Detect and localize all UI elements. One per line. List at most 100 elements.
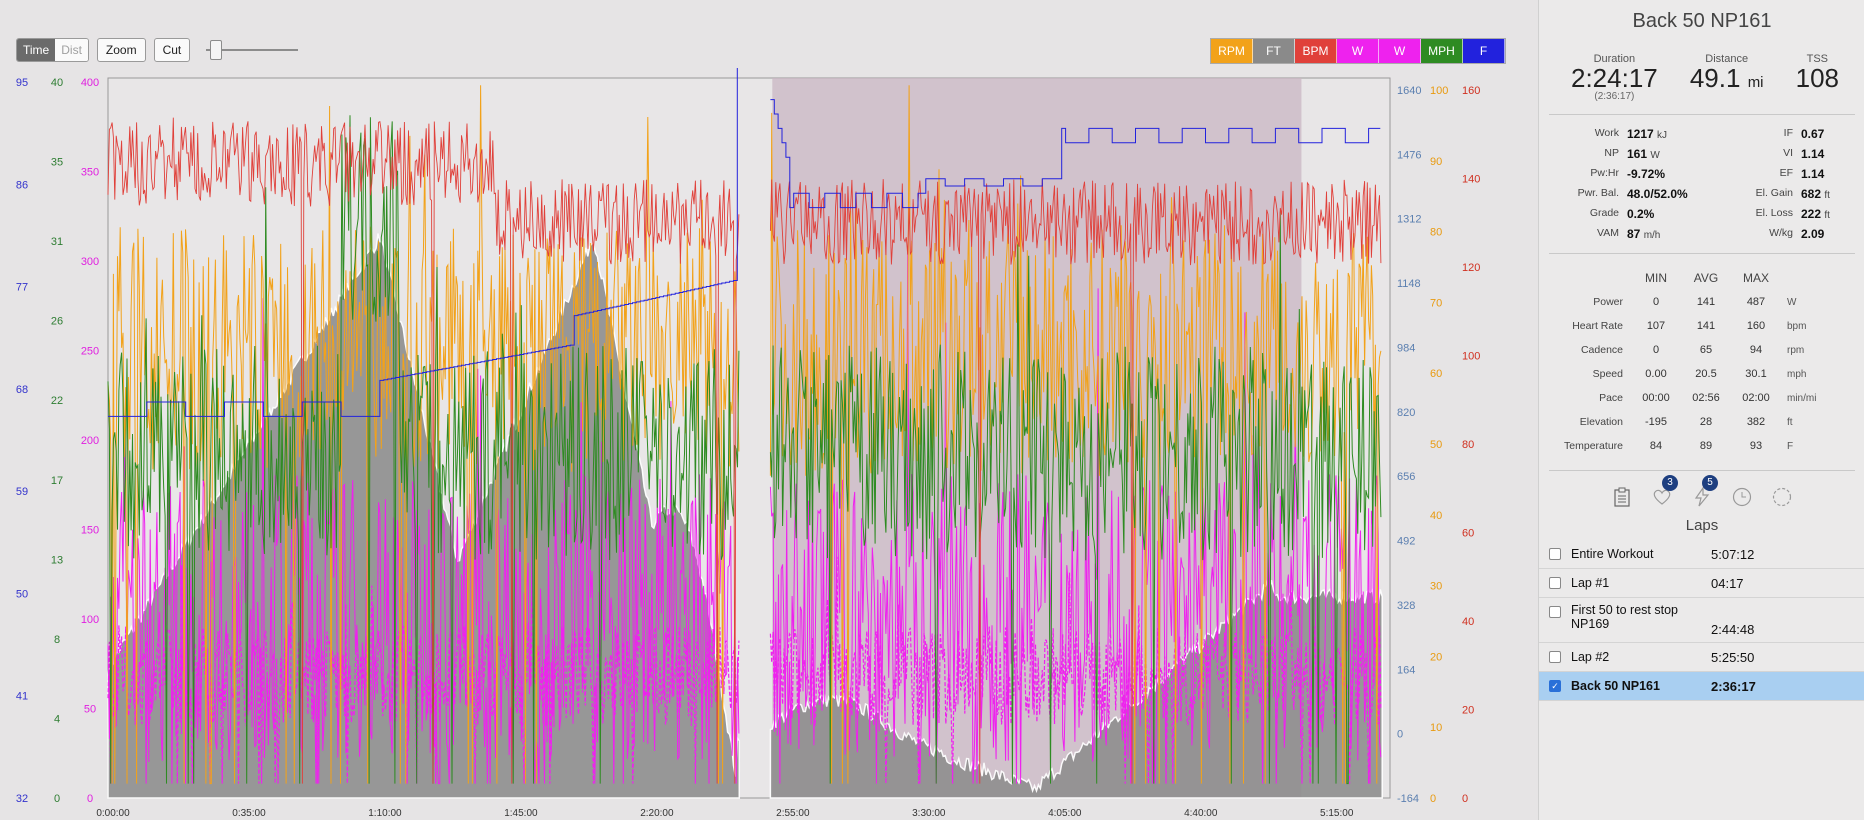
time-toggle-button[interactable]: Time bbox=[17, 39, 56, 61]
lap-name: First 50 to rest stop NP169 bbox=[1571, 603, 1678, 631]
lap-row[interactable]: Entire Workout 5:07:12 bbox=[1539, 540, 1864, 569]
stats-row: Speed 0.00 20.5 30.1 mph bbox=[1551, 362, 1831, 386]
metric-unit: m/h bbox=[1643, 230, 1661, 241]
metric-label-text: Work bbox=[1594, 127, 1619, 139]
axis-tick-rpm: 60 bbox=[1430, 368, 1442, 380]
lap-checkbox[interactable]: ✓ bbox=[1549, 680, 1561, 692]
metric-label: VI bbox=[1725, 147, 1801, 161]
lap-checkbox[interactable] bbox=[1549, 651, 1561, 663]
dist-toggle-button[interactable]: Dist bbox=[55, 39, 88, 61]
cut-button[interactable]: Cut bbox=[153, 38, 191, 62]
lightning-icon[interactable]: 5 bbox=[1692, 475, 1718, 507]
lap-row[interactable]: Lap #2 5:25:50 bbox=[1539, 643, 1864, 672]
metric-label-text: NP bbox=[1604, 147, 1619, 159]
stats-max: 160 bbox=[1746, 320, 1766, 332]
stats-name: Power bbox=[1593, 296, 1623, 308]
metric-label-text: Pwr. Bal. bbox=[1577, 187, 1619, 199]
heart-icon[interactable]: 3 bbox=[1652, 475, 1678, 507]
stats-unit: rpm bbox=[1787, 344, 1805, 356]
legend-mph[interactable]: MPH bbox=[1421, 39, 1463, 63]
legend-f[interactable]: F bbox=[1463, 39, 1505, 63]
stats-name: Heart Rate bbox=[1572, 320, 1623, 332]
axis-tick-bpm: 140 bbox=[1462, 174, 1480, 186]
legend-w2[interactable]: W bbox=[1379, 39, 1421, 63]
lap-name: Back 50 NP161 bbox=[1571, 679, 1660, 693]
lap-row[interactable]: First 50 to rest stop NP169 2:44:48 bbox=[1539, 598, 1864, 643]
axis-tick-rpm: 0 bbox=[1430, 793, 1436, 805]
stats-row: Pace 00:00 02:56 02:00 min/mi bbox=[1551, 386, 1831, 410]
stats-min: 00:00 bbox=[1642, 392, 1670, 404]
x-tick-label: 3:30:00 bbox=[912, 808, 946, 819]
legend-rpm[interactable]: RPM bbox=[1211, 39, 1253, 63]
axis-tick-rpm: 80 bbox=[1430, 227, 1442, 239]
dashed-circle-icon[interactable] bbox=[1772, 487, 1792, 507]
metric-value: 87 m/h bbox=[1627, 227, 1725, 241]
zoom-slider-track bbox=[206, 49, 299, 51]
speed-series-1 bbox=[769, 211, 1382, 785]
metric-label-text: W/kg bbox=[1769, 227, 1793, 239]
stats-table: MIN AVG MAX Power 0 141 487 W Heart Rate 107 141 16… bbox=[1551, 266, 1831, 458]
axis-tick-mph: 26 bbox=[51, 316, 63, 328]
axis-tick-ft: 328 bbox=[1397, 600, 1415, 612]
metric-value: 222 ft bbox=[1801, 207, 1861, 221]
zoom-slider-thumb[interactable] bbox=[210, 40, 223, 60]
axis-tick-bpm: 160 bbox=[1462, 85, 1480, 97]
clipboard-icon[interactable] bbox=[1612, 487, 1632, 507]
lap-time: 5:25:50 bbox=[1711, 649, 1755, 665]
lap-row[interactable]: Lap #1 04:17 bbox=[1539, 569, 1864, 598]
metric-value-text: 2.09 bbox=[1801, 227, 1825, 241]
lap-checkbox[interactable] bbox=[1549, 577, 1561, 589]
axis-tick-w: 350 bbox=[81, 167, 99, 179]
legend-w1[interactable]: W bbox=[1337, 39, 1379, 63]
x-tick-label: 2:55:00 bbox=[776, 808, 810, 819]
power-series-0 bbox=[107, 298, 740, 785]
zoom-slider[interactable] bbox=[206, 40, 299, 60]
lap-row[interactable]: ✓ Back 50 NP161 2:36:17 bbox=[1539, 672, 1864, 701]
axis-tick-f: 50 bbox=[16, 588, 28, 600]
axis-tick-w: 400 bbox=[81, 77, 99, 89]
axis-tick-bpm: 100 bbox=[1462, 351, 1480, 363]
panel-tabs: 3 5 bbox=[1539, 475, 1864, 507]
lap-checkbox[interactable] bbox=[1549, 606, 1561, 618]
workout-chart[interactable]: 9586776859504132403531262217138404003503… bbox=[0, 68, 1540, 820]
metric-value-text: 1217 bbox=[1627, 127, 1654, 141]
distance-stat: Distance 49.1 mi bbox=[1690, 53, 1764, 102]
stats-min: 0 bbox=[1652, 344, 1660, 356]
metric-label-text: VI bbox=[1783, 147, 1793, 159]
legend-bpm[interactable]: BPM bbox=[1295, 39, 1337, 63]
metric-label-text: El. Gain bbox=[1755, 187, 1793, 199]
x-tick-label: 2:20:00 bbox=[640, 808, 674, 819]
duration-value: 2:24:17 bbox=[1571, 63, 1658, 93]
x-tick-label: 0:35:00 bbox=[232, 808, 266, 819]
divider bbox=[1549, 470, 1855, 471]
x-tick-label: 5:15:00 bbox=[1320, 808, 1354, 819]
distance-label: Distance bbox=[1705, 53, 1749, 65]
legend-ft[interactable]: FT bbox=[1253, 39, 1295, 63]
duration-label: Duration bbox=[1593, 53, 1636, 65]
metric-label: EF bbox=[1725, 167, 1801, 181]
lap-checkbox[interactable] bbox=[1549, 548, 1561, 560]
stats-min: -195 bbox=[1644, 416, 1668, 428]
zoom-button[interactable]: Zoom bbox=[96, 38, 146, 62]
metric-value-text: 222 bbox=[1801, 207, 1822, 221]
stats-row: Elevation -195 28 382 ft bbox=[1551, 410, 1831, 434]
divider bbox=[1549, 114, 1855, 115]
bolt-badge: 5 bbox=[1702, 475, 1718, 491]
stats-avg: 89 bbox=[1699, 440, 1713, 452]
metric-label: Pw:Hr bbox=[1549, 167, 1627, 181]
stats-min: 107 bbox=[1646, 320, 1666, 332]
lap-name: Lap #2 bbox=[1571, 650, 1610, 664]
axis-tick-f: 59 bbox=[16, 486, 28, 498]
x-tick-label: 0:00:00 bbox=[96, 808, 130, 819]
metric-value-text: 87 bbox=[1627, 227, 1641, 241]
laps-title: Laps bbox=[1685, 517, 1719, 534]
axis-tick-f: 77 bbox=[16, 282, 28, 294]
axis-tick-ft: 820 bbox=[1397, 407, 1415, 419]
clock-icon[interactable] bbox=[1732, 487, 1752, 507]
stats-max: 94 bbox=[1749, 344, 1763, 356]
power-series-1 bbox=[769, 252, 1382, 784]
metric-value-text: 0.67 bbox=[1801, 127, 1825, 141]
axis-tick-w: 50 bbox=[84, 704, 96, 716]
lap-time: 5:07:12 bbox=[1711, 546, 1755, 562]
axis-tick-mph: 17 bbox=[51, 475, 63, 487]
